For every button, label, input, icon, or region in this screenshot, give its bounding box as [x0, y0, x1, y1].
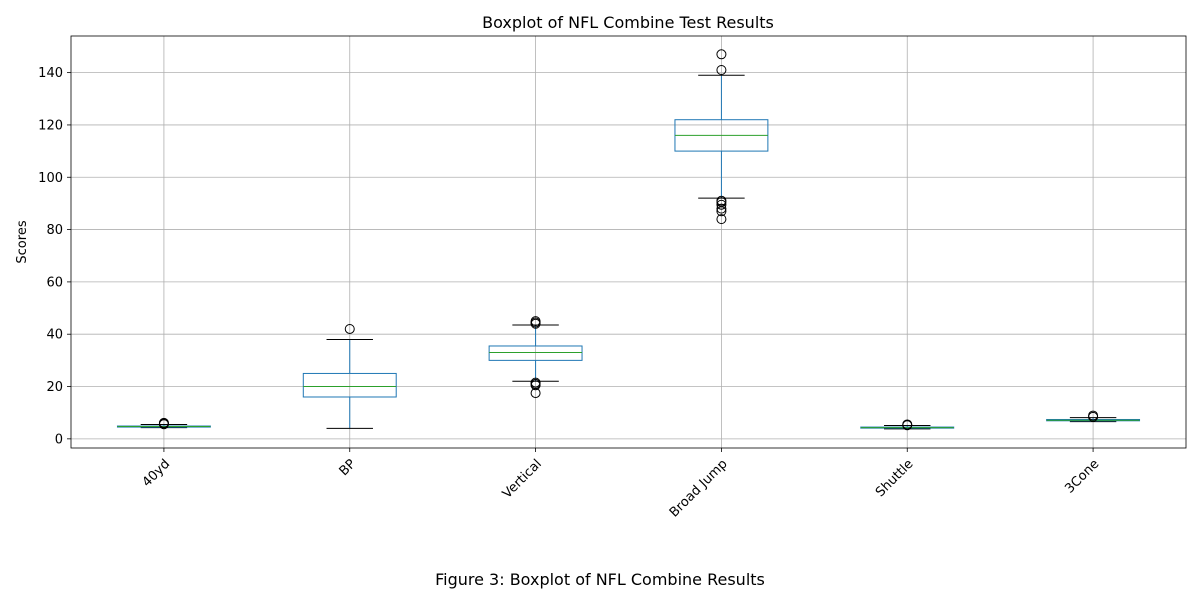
outlier-point — [1088, 410, 1099, 421]
y-tick-label: 20 — [46, 380, 63, 395]
x-tick-label: Broad Jump — [667, 457, 731, 521]
box-layer — [116, 49, 1141, 431]
boxplot-chart: Boxplot of NFL Combine Test Results Scor… — [15, 13, 1187, 520]
x-tick-label: 3Cone — [1062, 457, 1102, 497]
x-tick-label: BP — [337, 457, 360, 480]
y-tick-label: 80 — [46, 223, 63, 238]
box-iqr — [302, 372, 397, 398]
box-iqr — [488, 345, 583, 361]
outlier-point — [716, 195, 727, 206]
outlier-point — [716, 199, 727, 210]
chart-title: Boxplot of NFL Combine Test Results — [482, 13, 774, 32]
outlier-point — [902, 419, 913, 430]
x-tick-label: 40yd — [140, 457, 174, 491]
outlier-point — [716, 65, 727, 76]
y-tick-label: 40 — [46, 328, 63, 343]
y-tick-label: 0 — [55, 432, 63, 447]
y-tick-label: 120 — [38, 118, 63, 133]
outlier-point — [344, 323, 355, 334]
outlier-point — [716, 49, 727, 60]
y-axis-label: Scores — [15, 220, 30, 263]
outlier-point — [530, 316, 541, 327]
grid-lines — [71, 36, 1186, 448]
x-tick-label: Vertical — [500, 457, 545, 502]
figure-caption: Figure 3: Boxplot of NFL Combine Results — [435, 570, 765, 589]
plot-frame — [70, 35, 1187, 449]
y-tick-label: 60 — [46, 275, 63, 290]
outlier-point — [716, 214, 727, 225]
y-tick-label: 140 — [38, 66, 63, 81]
y-tick-label: 100 — [38, 171, 63, 186]
axes: 0 20 40 60 80 100 120 140 40yd BP Vertical Broad Ju… — [38, 66, 1102, 520]
x-tick-label: Shuttle — [873, 457, 917, 501]
outlier-point — [158, 417, 169, 428]
outlier-point — [716, 203, 727, 214]
outlier-point — [530, 377, 541, 388]
